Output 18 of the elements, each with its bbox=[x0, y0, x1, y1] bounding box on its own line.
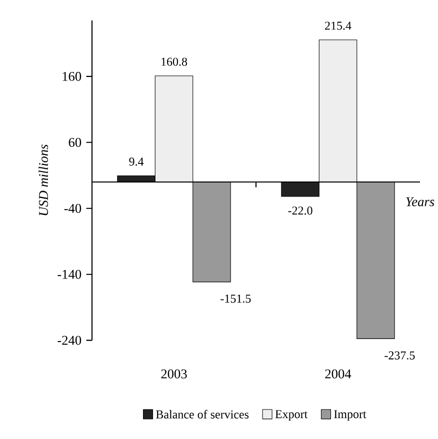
legend-label: Balance of services bbox=[156, 410, 249, 418]
y-tick-label: -40 bbox=[64, 204, 82, 213]
y-tick-label: -240 bbox=[58, 336, 82, 345]
legend-label: Export bbox=[275, 410, 308, 421]
y-tick-label: 60 bbox=[68, 138, 82, 147]
data-label: 9.4 bbox=[129, 158, 144, 166]
x-tick-label: 2004 bbox=[325, 369, 352, 378]
data-label: -237.5 bbox=[384, 351, 415, 360]
x-axis-title: Years bbox=[406, 197, 434, 206]
data-label: 215.4 bbox=[325, 22, 352, 30]
y-tick-label: 160 bbox=[62, 72, 82, 81]
data-label: 160.8 bbox=[162, 58, 188, 66]
y-tick-label: -140 bbox=[58, 270, 82, 279]
legend-label: Import bbox=[334, 410, 366, 421]
data-label: -151.5 bbox=[220, 294, 251, 303]
y-axis-title: USD millions bbox=[38, 144, 48, 216]
x-tick-label: 2003 bbox=[161, 369, 187, 378]
data-label: -22.0 bbox=[288, 206, 312, 215]
